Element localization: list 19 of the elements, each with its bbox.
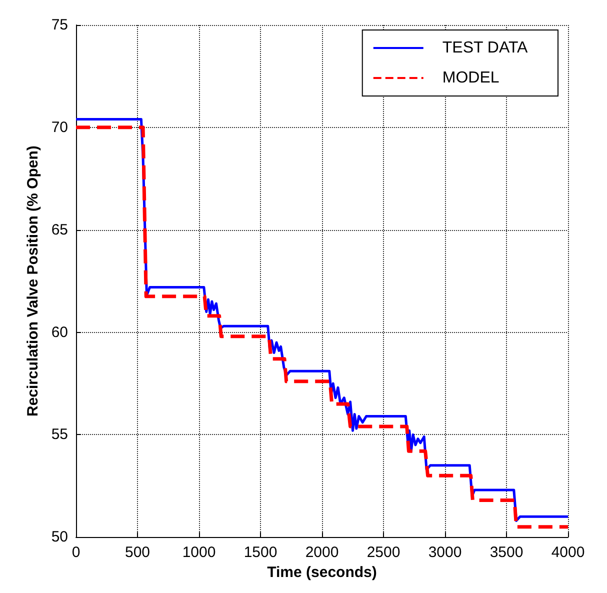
x-axis-title: Time (seconds) [267, 564, 377, 581]
y-tick-label: 75 [51, 16, 68, 34]
x-tick-label: 3500 [490, 544, 524, 562]
y-tick-label: 55 [51, 426, 68, 444]
x-tick-label: 3000 [428, 544, 462, 562]
x-tick-label: 4000 [551, 544, 585, 562]
y-tick-label: 65 [51, 221, 68, 238]
y-tick-label: 50 [51, 528, 68, 546]
x-tick-label: 500 [124, 544, 150, 562]
x-tick-label: 1000 [182, 544, 216, 562]
legend-label: MODEL [442, 70, 500, 86]
x-tick-label: 0 [72, 544, 80, 562]
y-axis-title: Recirculation Valve Position (% Open) [24, 146, 42, 417]
x-tick-label: 2000 [305, 544, 339, 562]
legend-label: TEST DATA [442, 40, 528, 56]
y-tick-label: 70 [51, 118, 68, 136]
x-tick-label: 1500 [244, 544, 278, 562]
x-tick-label: 2500 [366, 544, 400, 562]
y-tick-label: 60 [51, 324, 68, 341]
